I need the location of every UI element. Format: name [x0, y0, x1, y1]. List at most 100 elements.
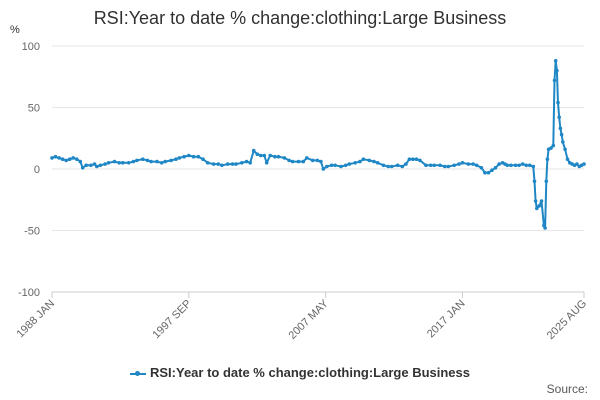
data-point[interactable] — [443, 164, 447, 169]
data-point[interactable] — [524, 163, 528, 168]
data-point[interactable] — [483, 170, 487, 175]
data-point[interactable] — [226, 162, 230, 166]
data-point[interactable] — [553, 59, 558, 63]
data-point[interactable] — [555, 68, 559, 73]
data-point[interactable] — [244, 159, 249, 164]
data-point[interactable] — [103, 162, 107, 166]
data-point[interactable] — [563, 147, 567, 152]
data-point[interactable] — [131, 159, 136, 164]
data-point[interactable] — [582, 162, 586, 166]
data-point[interactable] — [117, 161, 121, 165]
data-point[interactable] — [527, 163, 532, 168]
data-point[interactable] — [191, 154, 196, 159]
data-point[interactable] — [50, 156, 54, 160]
data-point[interactable] — [145, 158, 150, 163]
data-point[interactable] — [71, 156, 75, 160]
data-point[interactable] — [98, 163, 103, 168]
data-point[interactable] — [361, 157, 366, 161]
data-point[interactable] — [112, 159, 117, 164]
data-point[interactable] — [135, 158, 139, 163]
data-point[interactable] — [264, 161, 269, 165]
data-point[interactable] — [262, 153, 267, 158]
data-point[interactable] — [84, 163, 88, 168]
data-point[interactable] — [121, 161, 125, 165]
data-point[interactable] — [301, 159, 306, 164]
data-point[interactable] — [92, 162, 97, 166]
data-point[interactable] — [53, 154, 58, 159]
data-point[interactable] — [187, 153, 191, 158]
data-point[interactable] — [230, 162, 235, 166]
data-point[interactable] — [424, 163, 428, 168]
data-point[interactable] — [141, 157, 145, 161]
data-point[interactable] — [418, 158, 422, 163]
data-point[interactable] — [290, 159, 295, 164]
data-point[interactable] — [259, 153, 263, 158]
data-point[interactable] — [407, 157, 412, 161]
data-point[interactable] — [533, 199, 538, 203]
data-point[interactable] — [201, 157, 205, 161]
data-point[interactable] — [497, 162, 501, 166]
data-point[interactable] — [248, 161, 252, 165]
data-point[interactable] — [310, 158, 315, 163]
data-point[interactable] — [234, 162, 238, 166]
data-point[interactable] — [452, 163, 457, 168]
data-point[interactable] — [432, 163, 437, 168]
data-point[interactable] — [329, 163, 334, 168]
data-point[interactable] — [545, 157, 550, 161]
data-point[interactable] — [466, 162, 471, 166]
data-point[interactable] — [400, 164, 405, 169]
data-point[interactable] — [205, 161, 210, 165]
data-point[interactable] — [535, 206, 539, 211]
data-point[interactable] — [372, 159, 376, 164]
data-point[interactable] — [347, 162, 352, 166]
data-point[interactable] — [67, 157, 72, 161]
data-point[interactable] — [375, 161, 380, 165]
data-point[interactable] — [159, 161, 164, 165]
data-point[interactable] — [174, 157, 178, 161]
data-point[interactable] — [539, 199, 544, 203]
data-point[interactable] — [509, 163, 513, 168]
data-point[interactable] — [486, 170, 491, 175]
data-point[interactable] — [273, 154, 277, 159]
data-point[interactable] — [268, 153, 273, 158]
data-point[interactable] — [287, 158, 291, 163]
data-point[interactable] — [457, 162, 461, 166]
data-point[interactable] — [471, 162, 475, 166]
data-point[interactable] — [333, 163, 337, 168]
data-point[interactable] — [531, 164, 536, 169]
data-point[interactable] — [155, 159, 159, 164]
data-point[interactable] — [558, 126, 563, 131]
data-point[interactable] — [565, 157, 570, 161]
data-point[interactable] — [240, 161, 244, 165]
data-point[interactable] — [64, 158, 68, 163]
data-point[interactable] — [479, 166, 484, 170]
data-point[interactable] — [220, 163, 224, 168]
data-point[interactable] — [321, 167, 326, 171]
data-point[interactable] — [255, 152, 260, 156]
data-point[interactable] — [446, 164, 451, 169]
data-point[interactable] — [505, 163, 510, 168]
data-point[interactable] — [296, 159, 301, 164]
data-point[interactable] — [80, 166, 85, 170]
data-point[interactable] — [211, 162, 216, 166]
data-point[interactable] — [411, 157, 415, 161]
data-point[interactable] — [315, 158, 320, 163]
data-point[interactable] — [556, 100, 560, 105]
data-point[interactable] — [78, 159, 83, 164]
data-point[interactable] — [460, 161, 465, 165]
data-point[interactable] — [305, 156, 309, 160]
data-point[interactable] — [282, 156, 287, 160]
data-point[interactable] — [381, 163, 386, 168]
data-point[interactable] — [319, 159, 323, 164]
data-point[interactable] — [551, 143, 556, 148]
data-point[interactable] — [544, 179, 549, 184]
data-point[interactable] — [513, 163, 518, 168]
data-point[interactable] — [557, 115, 561, 120]
data-point[interactable] — [358, 159, 362, 164]
data-point[interactable] — [520, 162, 525, 166]
data-point[interactable] — [561, 140, 565, 144]
data-point[interactable] — [75, 157, 79, 161]
data-point[interactable] — [57, 156, 61, 160]
data-point[interactable] — [216, 162, 221, 166]
data-point[interactable] — [493, 166, 498, 170]
